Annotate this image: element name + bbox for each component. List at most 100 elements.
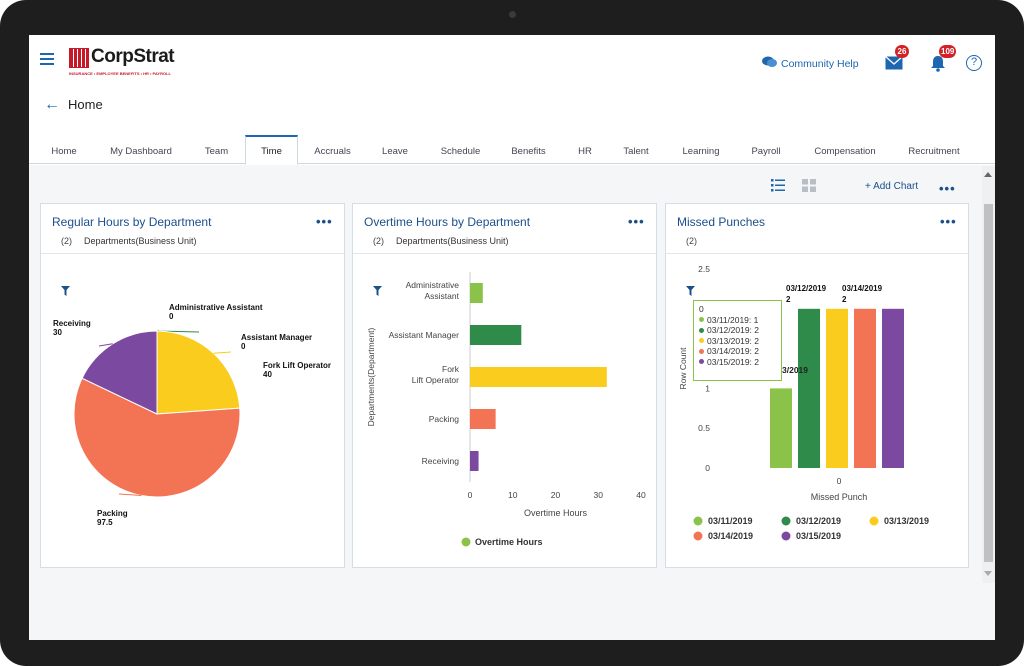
help-icon[interactable]: ? <box>966 55 982 71</box>
tooltip-header: 0 <box>699 304 704 314</box>
tooltip-row: 03/15/2019: 2 <box>699 357 776 368</box>
tab-accruals[interactable]: Accruals <box>314 146 351 157</box>
back-arrow-icon[interactable]: ← <box>44 95 60 113</box>
tab-schedule[interactable]: Schedule <box>440 146 481 157</box>
y-tick-label: 0 <box>705 463 710 473</box>
tab-leave[interactable]: Leave <box>382 146 408 157</box>
legend-label-overtime-hours: Overtime Hours <box>475 537 543 547</box>
legend-label-03-15-2019: 03/15/2019 <box>796 531 841 541</box>
tooltip-row: 03/13/2019: 2 <box>699 336 776 347</box>
pie-value-assistant-manager: 0 <box>241 342 246 351</box>
legend-swatch-03-11-2019 <box>693 516 703 526</box>
logo-tagline: INSURANCE • EMPLOYEE BENEFITS • HR • PAY… <box>69 71 171 76</box>
list-view-icon[interactable] <box>771 179 785 197</box>
dashboard-more-menu[interactable]: ••• <box>939 181 956 196</box>
tooltip-row: 03/12/2019: 2 <box>699 325 776 336</box>
filter-icon <box>61 286 70 296</box>
y-tick-label: 1 <box>705 383 710 393</box>
tab-compensation[interactable]: Compensation <box>814 146 876 157</box>
y-axis-title: Departments(Department) <box>366 327 376 426</box>
y-tick-label: Packing <box>429 414 460 424</box>
community-help-link[interactable]: Community Help <box>762 56 859 71</box>
legend-swatch-03-13-2019 <box>869 516 879 526</box>
y-tick-label: Administrative <box>406 280 460 290</box>
y-tick-label: Assistant <box>425 291 460 301</box>
tab-home[interactable]: Home <box>51 146 77 157</box>
bar-packing <box>470 409 496 429</box>
card-title[interactable]: Regular Hours by Department <box>52 215 212 229</box>
y-axis-title: Row Count <box>678 347 688 390</box>
x-tick-label: 0 <box>837 476 842 486</box>
tab-time[interactable]: Time <box>245 135 298 165</box>
bar-03-12-2019 <box>798 308 820 468</box>
vertical-scrollbar[interactable] <box>982 166 995 583</box>
pie-value-administrative-assistant: 0 <box>169 312 174 321</box>
chat-bubble-icon <box>762 56 778 71</box>
tab-talent[interactable]: Talent <box>623 146 649 157</box>
pie-slice-receiving <box>81 330 158 415</box>
card-title[interactable]: Overtime Hours by Department <box>364 215 531 229</box>
x-tick-label: 40 <box>636 490 646 500</box>
pie-label-administrative-assistant: Administrative Assistant <box>169 303 263 312</box>
filter-icon <box>686 286 695 296</box>
y-tick-label: Receiving <box>422 456 460 466</box>
pie-value-receiving: 30 <box>53 328 62 337</box>
x-tick-label: 30 <box>594 490 604 500</box>
tab-hr[interactable]: HR <box>578 146 592 157</box>
pie-leader-fork-lift-operator <box>213 351 232 354</box>
filter-label: Departments(Business Unit) <box>396 236 509 246</box>
card-filter[interactable]: (2) <box>686 236 697 296</box>
legend-swatch-overtime-hours <box>461 537 471 547</box>
legend-swatch-03-12-2019 <box>781 516 791 526</box>
overtime-hours-card: Overtime Hours by Department ••• (2) Dep… <box>352 203 657 568</box>
pie-slice-packing <box>73 377 241 498</box>
tooltip-row: 03/11/2019: 1 <box>699 315 776 326</box>
bar-fork-lift-operator <box>470 367 607 387</box>
x-axis-title: Missed Punch <box>811 492 868 502</box>
legend-swatch-03-14-2019 <box>693 531 703 541</box>
x-tick-label: 20 <box>551 490 561 500</box>
tab-team[interactable]: Team <box>204 146 229 157</box>
add-chart-button[interactable]: + Add Chart <box>865 181 919 192</box>
tab-payroll[interactable]: Payroll <box>751 146 781 157</box>
messages-button[interactable]: 26 <box>885 45 909 73</box>
tab-benefits[interactable]: Benefits <box>511 146 546 157</box>
card-more-menu[interactable]: ••• <box>940 214 957 229</box>
y-tick-label: Lift Operator <box>412 375 459 385</box>
notifications-badge: 109 <box>939 45 957 58</box>
scroll-up-arrow-icon[interactable] <box>984 172 992 177</box>
legend-label-03-12-2019: 03/12/2019 <box>796 516 841 526</box>
envelope-icon <box>885 56 903 70</box>
card-divider <box>41 253 344 254</box>
hamburger-menu-icon[interactable] <box>40 53 54 65</box>
community-help-label: Community Help <box>781 57 859 70</box>
tab-my-dashboard[interactable]: My Dashboard <box>110 146 172 157</box>
card-title[interactable]: Missed Punches <box>677 215 766 229</box>
tooltip-row: 03/14/2019: 2 <box>699 346 776 357</box>
legend-label-03-14-2019: 03/14/2019 <box>708 531 753 541</box>
x-axis-title: Overtime Hours <box>524 508 588 518</box>
card-filter[interactable]: (2) Departments(Business Unit) <box>373 236 509 296</box>
corpstrat-logo[interactable]: CorpStrat INSURANCE • EMPLOYEE BENEFITS … <box>69 46 191 80</box>
card-more-menu[interactable]: ••• <box>628 214 645 229</box>
scroll-down-arrow-icon[interactable] <box>984 571 992 576</box>
page-title: Home <box>68 97 103 112</box>
notifications-button[interactable]: 109 <box>930 45 957 73</box>
y-tick-label: Fork <box>442 364 460 374</box>
messages-badge: 26 <box>895 45 909 58</box>
bar-03-15-2019 <box>882 308 904 468</box>
x-tick-label: 0 <box>468 490 473 500</box>
logo-mark-icon <box>69 48 89 68</box>
card-filter[interactable]: (2) Departments(Business Unit) <box>61 236 197 296</box>
bar-administrative-assistant <box>470 283 483 303</box>
tab-learning[interactable]: Learning <box>682 146 720 157</box>
grid-view-icon[interactable] <box>802 179 816 197</box>
card-more-menu[interactable]: ••• <box>316 214 333 229</box>
tab-bar: Home My Dashboard Team Time Accruals Lea… <box>29 135 995 165</box>
tab-recruitment[interactable]: Recruitment <box>908 146 960 157</box>
scroll-thumb[interactable] <box>984 204 993 562</box>
bar-03-14-2019 <box>854 308 876 468</box>
top-bar: CorpStrat INSURANCE • EMPLOYEE BENEFITS … <box>29 35 995 90</box>
